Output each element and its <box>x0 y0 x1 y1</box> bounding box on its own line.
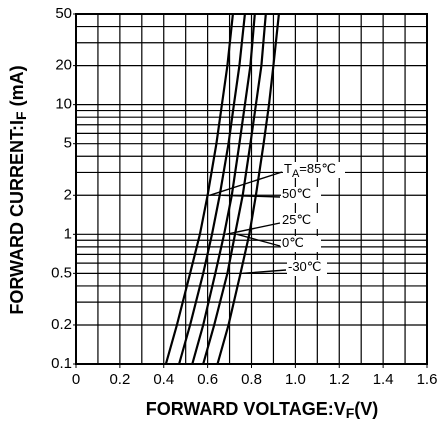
leader-line <box>236 233 281 247</box>
y-tick-label: 2 <box>64 186 72 203</box>
y-title-sub: F <box>13 111 29 120</box>
curve-label: 0℃ <box>282 235 304 250</box>
y-tick-label: 50 <box>55 5 72 22</box>
y-title-tail: (mA) <box>7 65 27 111</box>
curve-label: -30℃ <box>288 259 321 274</box>
label-bg <box>281 213 321 229</box>
legend-entry: 50℃ <box>282 186 311 201</box>
curve <box>178 13 246 365</box>
x-tick-label: 1.2 <box>329 371 350 388</box>
leader-line <box>225 222 281 236</box>
y-tick-label: 1 <box>64 225 72 242</box>
y-tick-label: 5 <box>64 135 72 152</box>
x-tick-label: 0.4 <box>153 371 174 388</box>
y-tick-label: 0.1 <box>51 355 72 372</box>
x-tick-label: 0 <box>72 371 80 388</box>
curve-label: TA=85℃ <box>284 161 336 179</box>
leader-line <box>209 171 283 196</box>
label-bg <box>283 162 345 178</box>
label-bg <box>281 187 321 203</box>
legend-entry: 0℃ <box>282 235 304 250</box>
y-tick-label: 0.5 <box>51 264 72 281</box>
label-bg <box>287 260 327 276</box>
x-title-main: FORWARD VOLTAGE:V <box>146 399 346 419</box>
y-tick-label: 0.2 <box>51 316 72 333</box>
x-tick-label: 1.0 <box>285 371 306 388</box>
y-tick-label: 10 <box>55 96 72 113</box>
y-tick-label: 20 <box>55 57 72 74</box>
x-axis-title: FORWARD VOLTAGE:VF(V) <box>146 399 379 421</box>
curve <box>216 13 280 365</box>
x-tick-label: 0.6 <box>197 371 218 388</box>
label-bg <box>281 236 321 252</box>
x-title-sub: F <box>346 405 355 421</box>
x-tick-label: 0.2 <box>109 371 130 388</box>
label-prefix: T <box>284 161 292 176</box>
label-prefix-tail: = <box>299 161 307 176</box>
y-axis-title: FORWARD CURRENT:IF (mA) <box>7 65 29 314</box>
leader-line <box>221 194 281 198</box>
label-prefix-sub: A <box>292 168 300 180</box>
legend-entry: -30℃ <box>288 259 321 274</box>
curve-label: 25℃ <box>282 212 311 227</box>
legend-entry: 85℃ <box>307 161 336 176</box>
leader-line <box>242 269 287 275</box>
curve <box>164 13 234 365</box>
curve-label: 50℃ <box>282 186 311 201</box>
x-title-tail: (V) <box>354 399 378 419</box>
x-tick-label: 1.4 <box>373 371 394 388</box>
legend-entry: 25℃ <box>282 212 311 227</box>
x-tick-label: 0.8 <box>241 371 262 388</box>
y-title-main: FORWARD CURRENT:I <box>7 120 27 315</box>
x-tick-label: 1.6 <box>417 371 438 388</box>
